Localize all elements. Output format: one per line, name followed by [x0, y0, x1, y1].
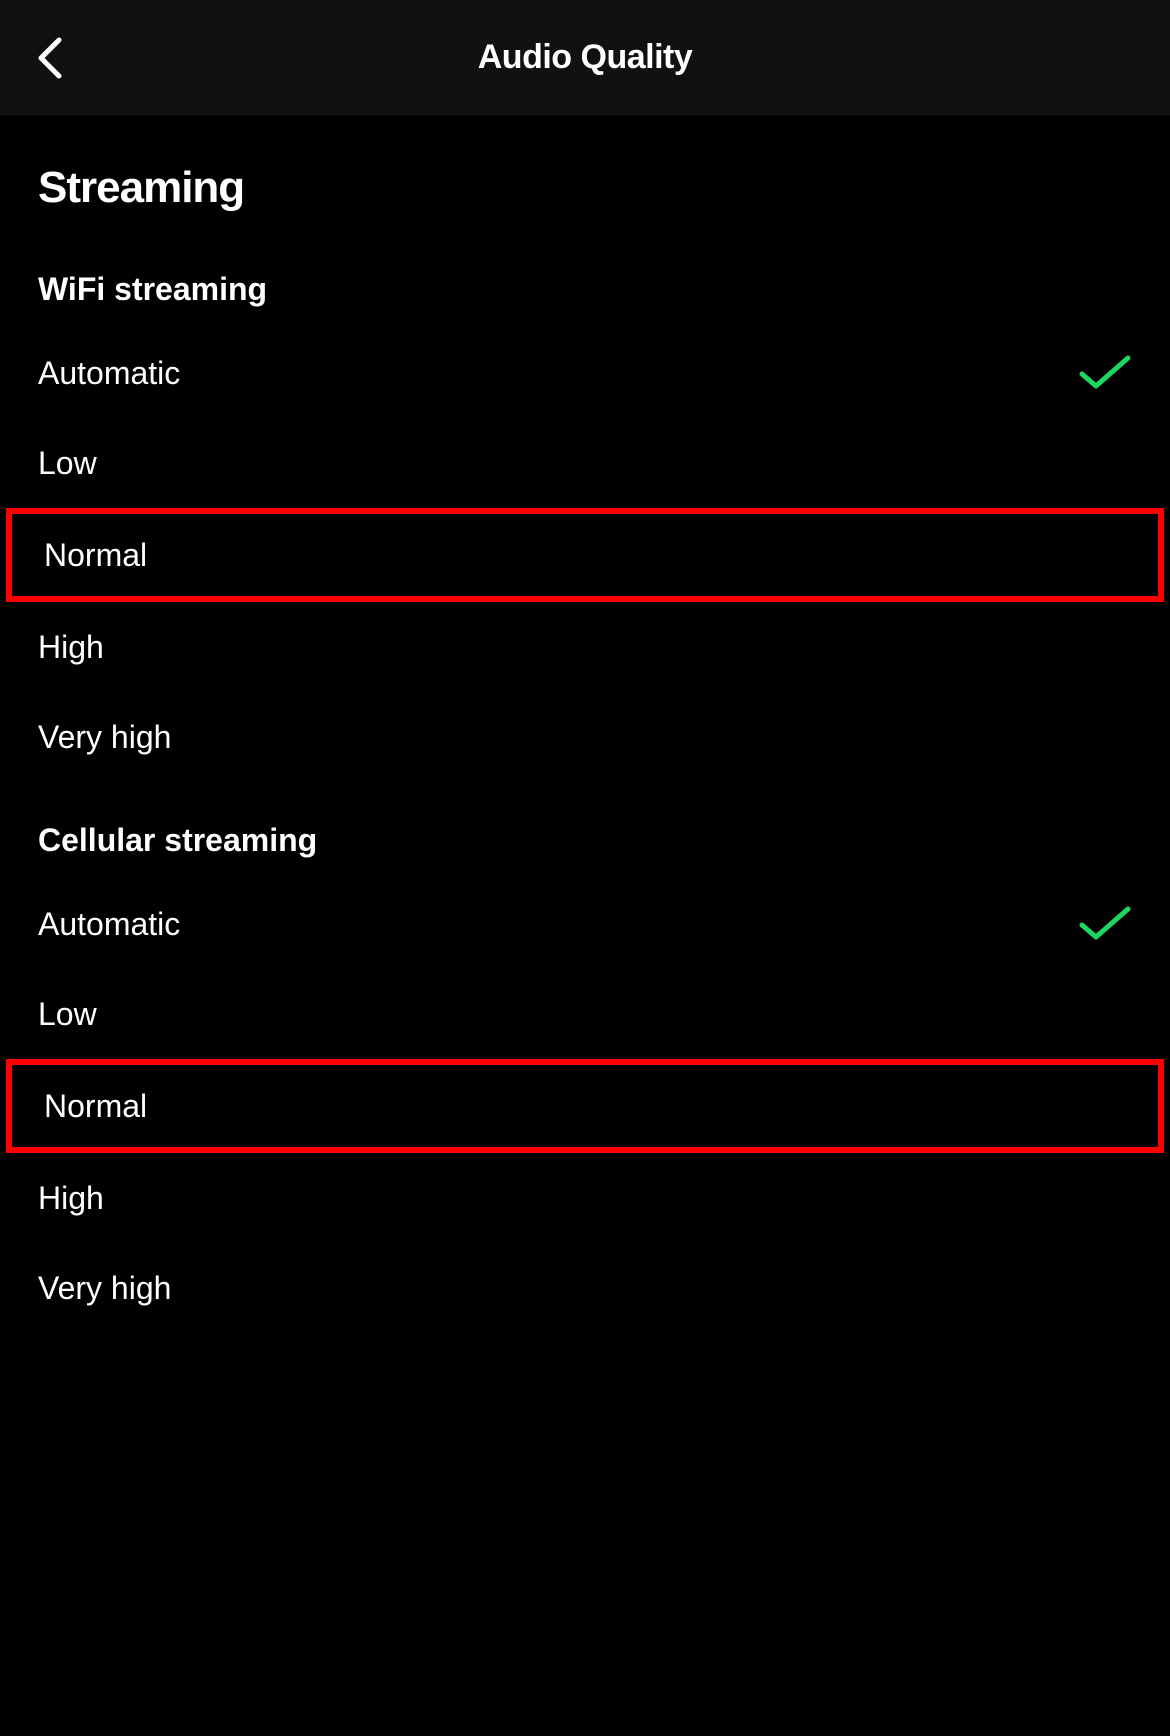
section-title-streaming: Streaming — [0, 115, 1170, 231]
chevron-left-icon — [35, 36, 65, 80]
check-placeholder — [1072, 717, 1132, 757]
option-wifi-automatic[interactable]: Automatic — [0, 328, 1170, 418]
header-title: Audio Quality — [0, 38, 1170, 77]
option-label: Very high — [38, 719, 171, 756]
content: Streaming WiFi streaming Automatic Low N… — [0, 115, 1170, 1333]
option-label: Automatic — [38, 355, 180, 392]
option-cellular-high[interactable]: High — [0, 1153, 1170, 1243]
option-label: Normal — [44, 1088, 147, 1125]
highlight-wifi-normal: Normal — [6, 508, 1164, 602]
check-placeholder — [1072, 627, 1132, 667]
option-label: Automatic — [38, 906, 180, 943]
check-placeholder — [1072, 1178, 1132, 1218]
check-icon — [1072, 904, 1132, 944]
check-placeholder — [1066, 1086, 1126, 1126]
check-placeholder — [1072, 443, 1132, 483]
option-wifi-high[interactable]: High — [0, 602, 1170, 692]
option-label: Normal — [44, 537, 147, 574]
option-label: Very high — [38, 1270, 171, 1307]
option-label: Low — [38, 445, 97, 482]
option-label: High — [38, 629, 104, 666]
back-button[interactable] — [26, 34, 74, 82]
highlight-cellular-normal: Normal — [6, 1059, 1164, 1153]
option-cellular-low[interactable]: Low — [0, 969, 1170, 1059]
header: Audio Quality — [0, 0, 1170, 115]
check-placeholder — [1072, 1268, 1132, 1308]
option-wifi-low[interactable]: Low — [0, 418, 1170, 508]
option-label: Low — [38, 996, 97, 1033]
check-placeholder — [1072, 994, 1132, 1034]
check-placeholder — [1066, 535, 1126, 575]
option-label: High — [38, 1180, 104, 1217]
subgroup-title-wifi: WiFi streaming — [0, 231, 1170, 328]
check-icon — [1072, 353, 1132, 393]
subgroup-title-cellular: Cellular streaming — [0, 782, 1170, 879]
option-cellular-veryhigh[interactable]: Very high — [0, 1243, 1170, 1333]
option-cellular-normal[interactable]: Normal — [12, 1065, 1158, 1147]
option-wifi-veryhigh[interactable]: Very high — [0, 692, 1170, 782]
option-wifi-normal[interactable]: Normal — [12, 514, 1158, 596]
option-cellular-automatic[interactable]: Automatic — [0, 879, 1170, 969]
